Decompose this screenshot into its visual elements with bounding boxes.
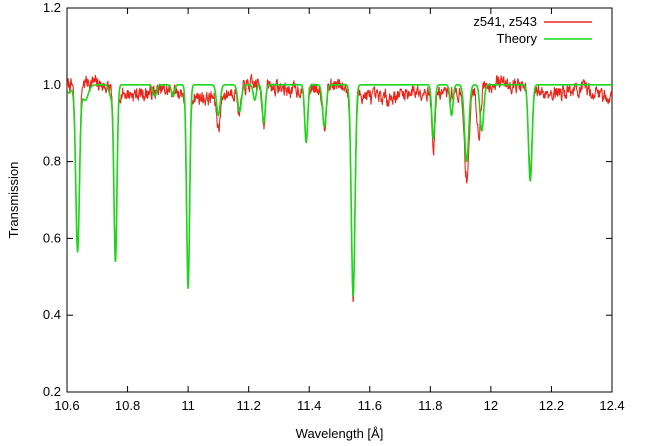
y-tick-label: 1.0: [43, 77, 61, 92]
series-line-theory: [67, 84, 612, 297]
x-tick-label: 11: [181, 398, 195, 413]
y-tick-label: 0.2: [43, 384, 61, 399]
plot-frame: [66, 7, 613, 393]
x-tick-label: 11.4: [297, 398, 321, 413]
series-group: [67, 73, 612, 303]
y-axis-label: Transmission: [6, 162, 21, 239]
x-tick-label: 11.2: [236, 398, 260, 413]
x-tick-label: 12: [484, 398, 498, 413]
y-tick-label: 0.4: [43, 307, 61, 322]
y-tick-label: 0.6: [43, 230, 61, 245]
legend-label-1: Theory: [497, 31, 538, 46]
x-tick-label: 11.8: [418, 398, 442, 413]
x-tick-label: 10.8: [115, 398, 140, 413]
x-tick-label: 10.6: [54, 398, 79, 413]
series-line-observed: [67, 73, 612, 303]
legend-label-0: z541, z543: [473, 14, 537, 29]
x-tick-label: 12.2: [539, 398, 564, 413]
x-axis-label: Wavelength [Å]: [296, 426, 384, 441]
x-tick-label: 11.6: [358, 398, 382, 413]
y-tick-label: 0.8: [43, 154, 61, 169]
x-tick-label: 12.4: [599, 398, 624, 413]
y-tick-label: 1.2: [43, 0, 61, 15]
